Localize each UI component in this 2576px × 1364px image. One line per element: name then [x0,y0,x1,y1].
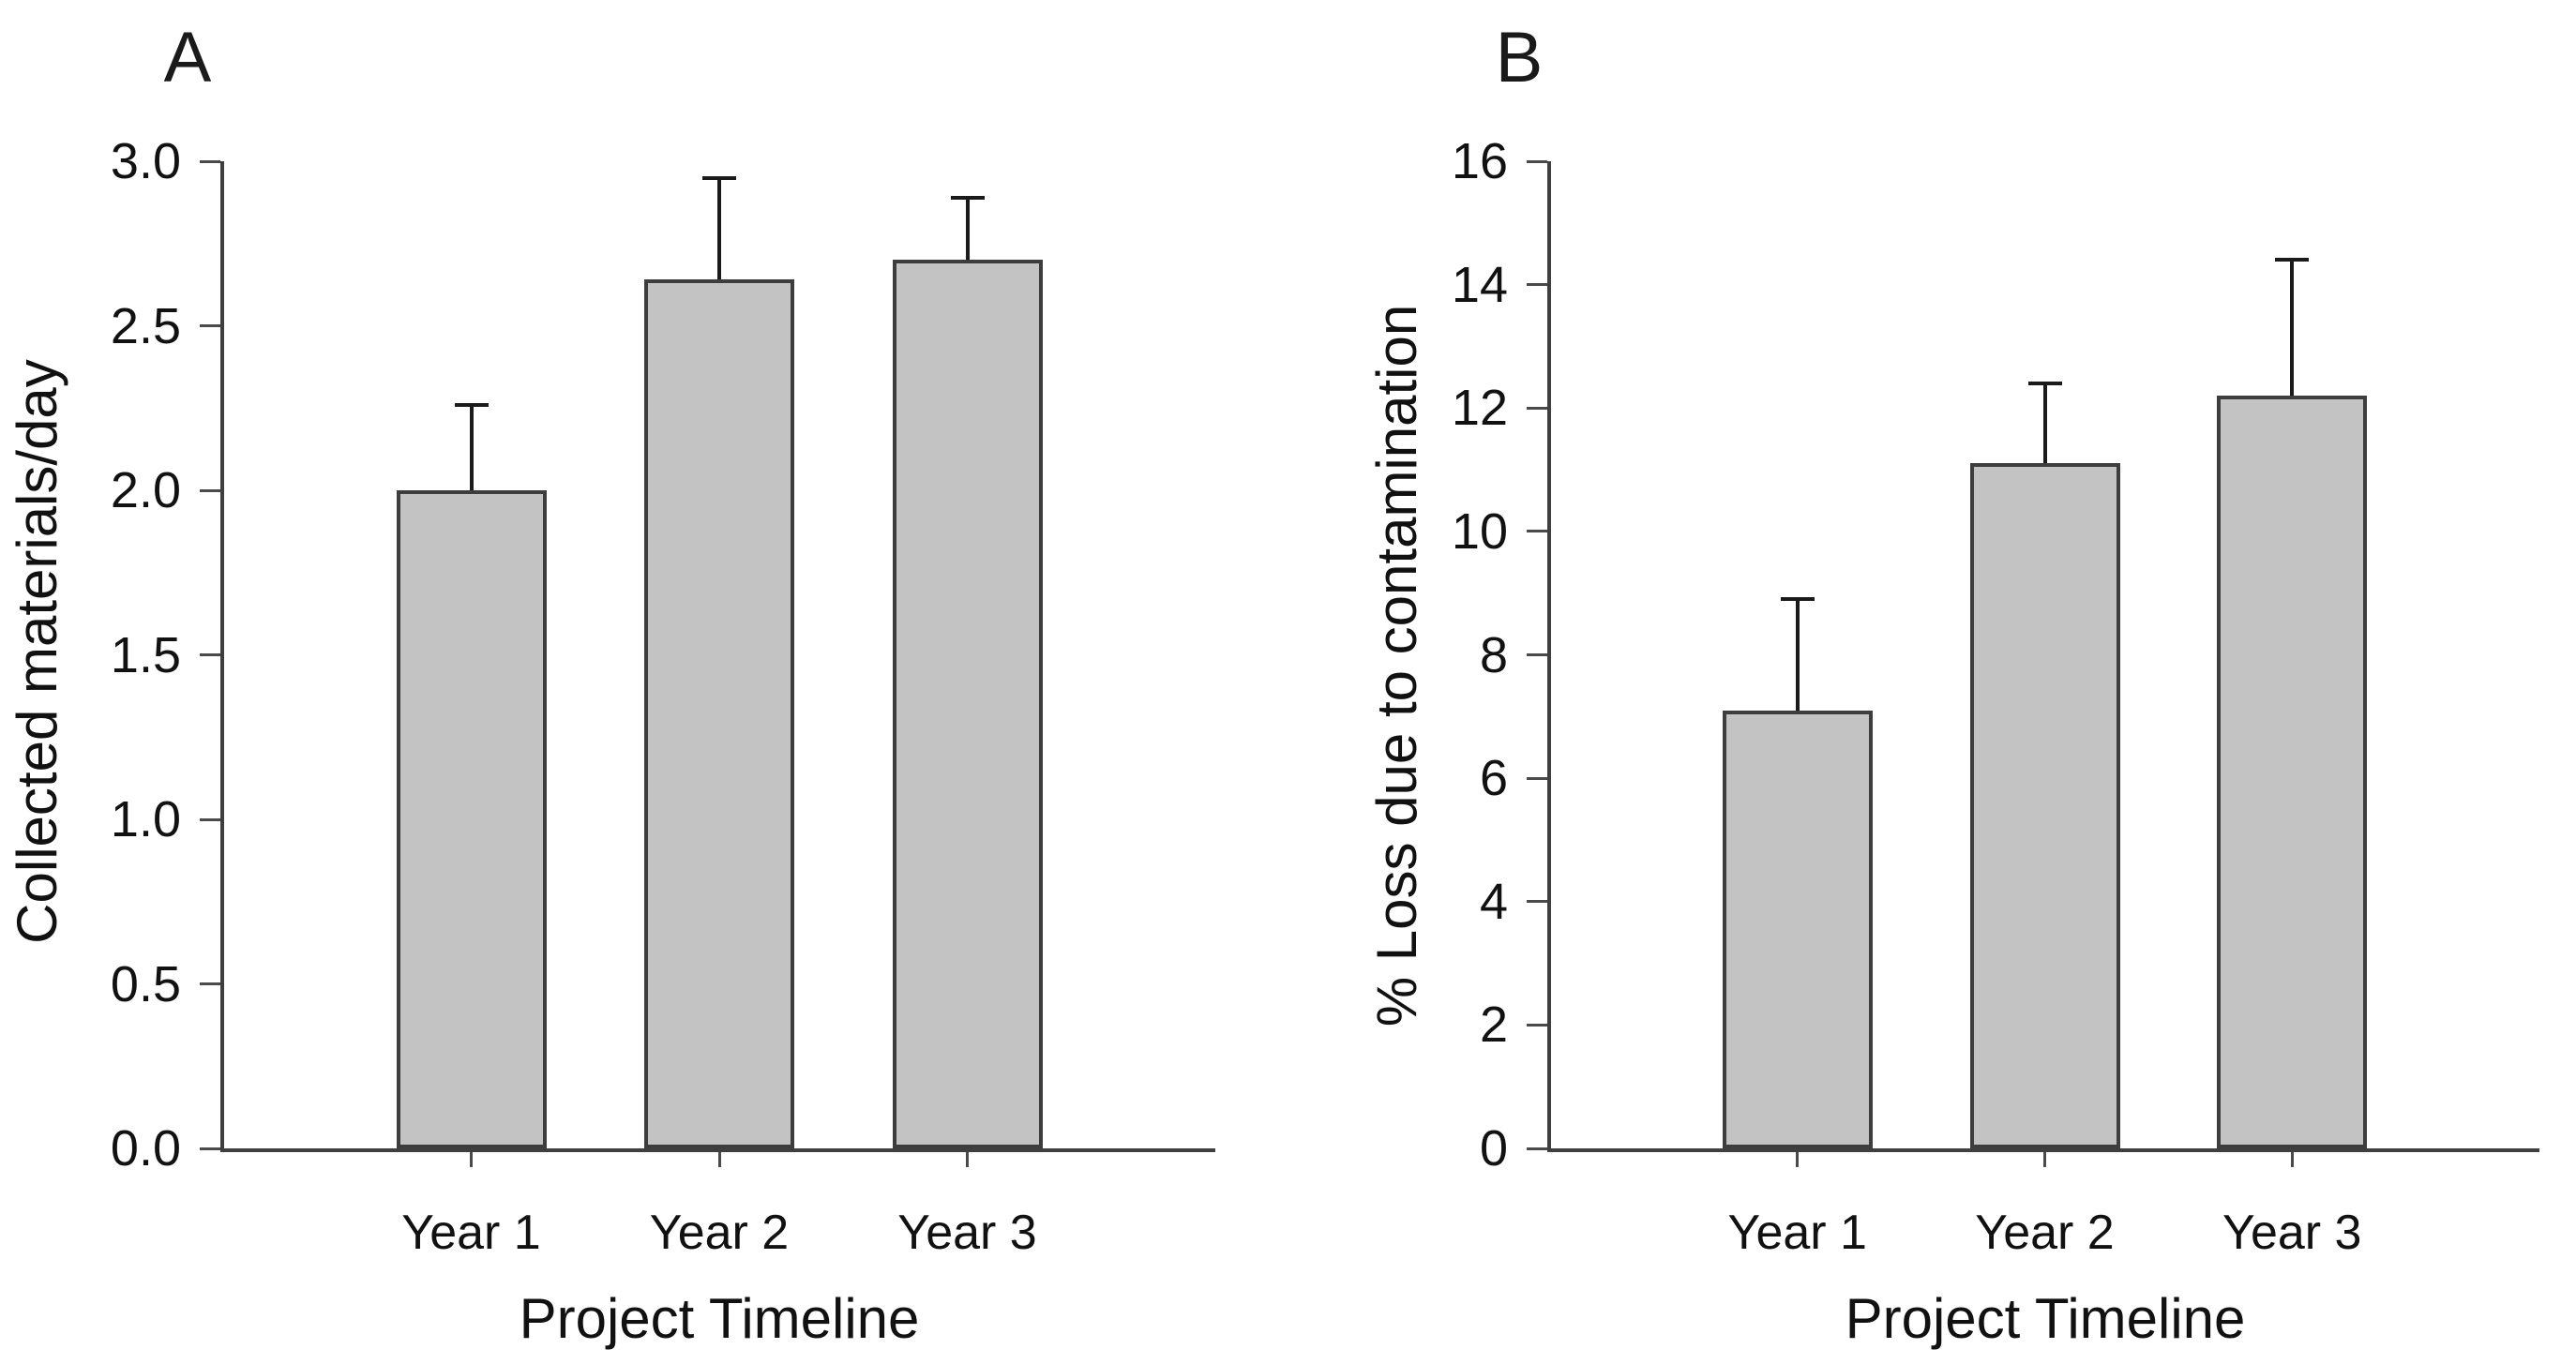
x-tick-year-1 [470,1152,473,1167]
y-tick-label: 0.0 [110,1120,181,1177]
y-tick [200,817,220,821]
x-tick-label-year-3: Year 3 [2222,1206,2362,1260]
y-tick-label: 2.0 [110,462,181,518]
y-tick-label: 1.0 [110,791,181,847]
error-bar-stem-year-3 [2290,260,2295,398]
y-tick [200,653,220,656]
y-tick-label: 3.0 [110,133,181,189]
error-bar-cap-year-2 [2027,381,2062,385]
bar-year-2 [644,279,794,1148]
error-bar-stem-year-2 [2042,382,2047,466]
bar-year-2 [1969,463,2120,1148]
y-tick [200,488,220,492]
panel-b-letter: B [1495,18,1544,97]
x-tick-label-year-3: Year 3 [897,1206,1037,1260]
bar-year-1 [1722,710,1873,1148]
panel-a-letter: A [163,18,212,97]
error-bar-stem-year-3 [965,197,970,262]
y-tick-label: 14 [1451,256,1508,313]
y-tick [200,1147,220,1150]
y-tick [1527,159,1547,163]
x-tick-year-2 [717,1152,721,1167]
y-tick-label: 12 [1451,380,1508,437]
error-bar-cap-year-1 [454,402,489,407]
bar-year-3 [892,260,1043,1148]
panel-b-x-axis-title: Project Timeline [1845,1287,2246,1350]
y-tick-label: 8 [1479,626,1508,683]
y-tick-label: 0 [1479,1120,1508,1177]
bar-year-1 [396,490,547,1148]
y-tick [1527,530,1547,533]
x-axis-line [1547,1148,2539,1152]
x-tick-year-2 [2043,1152,2046,1167]
error-bar-cap-year-3 [950,195,985,200]
x-tick-label-year-1: Year 1 [1727,1206,1867,1260]
panel-a-plot-area: 0.0 0.5 1.0 1.5 2.0 2.5 3.0 Year 1 Year 2 Year 3 [111,136,1215,1257]
error-bar-cap-year-3 [2275,258,2310,262]
error-bar-stem-year-1 [1795,599,1800,712]
error-bar-cap-year-2 [702,175,736,180]
y-axis-line [220,161,224,1150]
x-tick-year-3 [2290,1152,2294,1167]
x-tick-year-3 [966,1152,969,1167]
y-tick [1527,653,1547,656]
x-tick-label-year-2: Year 2 [1975,1206,2115,1260]
y-tick-label: 16 [1451,133,1508,189]
y-tick [200,982,220,985]
y-tick [1527,406,1547,410]
y-tick-label: 2 [1479,997,1508,1054]
y-tick-label: 0.5 [110,955,181,1012]
y-tick-label: 6 [1479,750,1508,807]
y-tick [1527,776,1547,780]
y-tick [1527,1023,1547,1027]
y-tick [1527,283,1547,287]
x-tick-label-year-1: Year 1 [401,1206,541,1260]
y-tick-label: 4 [1479,873,1508,930]
x-axis-line [220,1148,1215,1152]
y-tick [200,159,220,163]
error-bar-stem-year-2 [717,177,721,282]
x-tick-label-year-2: Year 2 [649,1206,790,1260]
y-tick-label: 2.5 [110,297,181,354]
error-bar-stem-year-1 [469,404,474,492]
error-bar-cap-year-1 [1780,597,1815,602]
bar-year-3 [2217,396,2368,1148]
y-tick [1527,900,1547,904]
x-tick-year-1 [1796,1152,1800,1167]
y-tick-label: 1.5 [110,626,181,683]
y-tick [200,324,220,327]
panel-b-plot-area: 0 2 4 6 8 10 12 14 16 Year 1 Year 2 Year 3 [1452,136,2539,1257]
panel-a-x-axis-title: Project Timeline [519,1287,920,1350]
y-tick-label: 10 [1451,502,1508,560]
y-tick [1527,1147,1547,1150]
y-axis-line [1547,161,1551,1150]
